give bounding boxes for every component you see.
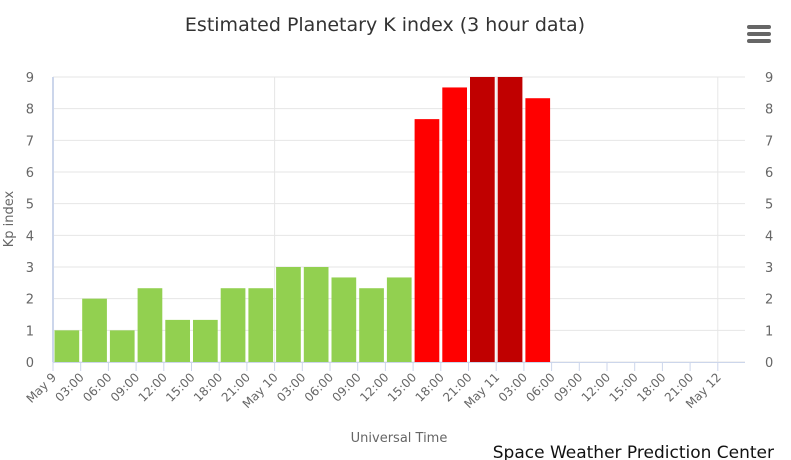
svg-text:03:00: 03:00 <box>496 370 530 404</box>
bars <box>54 77 551 362</box>
menu-line <box>747 32 771 36</box>
svg-text:6: 6 <box>765 166 773 181</box>
kp-bar[interactable] <box>54 330 80 362</box>
svg-text:8: 8 <box>765 103 773 118</box>
hamburger-menu-icon[interactable] <box>747 25 771 45</box>
svg-text:4: 4 <box>765 229 773 244</box>
svg-text:8: 8 <box>26 103 34 118</box>
svg-text:7: 7 <box>765 134 773 149</box>
svg-text:09:00: 09:00 <box>108 370 142 404</box>
kp-bar[interactable] <box>193 319 218 362</box>
menu-line <box>747 25 771 29</box>
svg-text:06:00: 06:00 <box>302 370 336 404</box>
kp-bar[interactable] <box>414 119 440 362</box>
menu-line <box>747 39 771 43</box>
kp-bar[interactable] <box>303 267 329 362</box>
svg-text:06:00: 06:00 <box>80 370 114 404</box>
svg-text:7: 7 <box>26 134 34 149</box>
svg-text:1: 1 <box>765 324 773 339</box>
svg-text:03:00: 03:00 <box>52 370 86 404</box>
svg-text:May 9: May 9 <box>24 370 60 406</box>
svg-text:9: 9 <box>765 71 773 86</box>
kp-bar[interactable] <box>470 77 495 362</box>
kp-bar[interactable] <box>525 98 551 362</box>
svg-text:09:00: 09:00 <box>329 370 363 404</box>
credit-text[interactable]: Space Weather Prediction Center <box>493 443 774 460</box>
kp-bar[interactable] <box>220 288 246 362</box>
x-axis-labels: May 903:0006:0009:0012:0015:0018:0021:00… <box>24 370 724 411</box>
svg-text:15:00: 15:00 <box>606 370 640 404</box>
kp-bar[interactable] <box>109 330 135 362</box>
svg-text:03:00: 03:00 <box>274 370 308 404</box>
svg-text:4: 4 <box>26 229 34 244</box>
svg-text:12:00: 12:00 <box>357 370 391 404</box>
kp-bar[interactable] <box>331 277 357 362</box>
kp-bar[interactable] <box>248 288 274 362</box>
kp-bar[interactable] <box>276 267 301 362</box>
svg-text:0: 0 <box>26 356 34 371</box>
svg-text:15:00: 15:00 <box>385 370 419 404</box>
svg-text:2: 2 <box>765 293 773 308</box>
kp-bar[interactable] <box>165 319 190 362</box>
axes <box>52 77 745 371</box>
x-axis-title: Universal Time <box>351 431 448 446</box>
svg-text:3: 3 <box>765 261 773 276</box>
svg-text:3: 3 <box>26 261 34 276</box>
svg-text:09:00: 09:00 <box>551 370 585 404</box>
kp-bar[interactable] <box>137 288 163 362</box>
svg-text:5: 5 <box>765 198 773 213</box>
kp-bar[interactable] <box>359 288 384 362</box>
svg-text:12:00: 12:00 <box>579 370 613 404</box>
y-axis-title: Kp index <box>2 190 17 247</box>
svg-text:18:00: 18:00 <box>634 370 668 404</box>
svg-text:9: 9 <box>26 71 34 86</box>
svg-text:1: 1 <box>26 324 34 339</box>
kp-bar[interactable] <box>497 77 523 362</box>
svg-text:12:00: 12:00 <box>136 370 170 404</box>
svg-text:18:00: 18:00 <box>191 370 225 404</box>
svg-text:2: 2 <box>26 293 34 308</box>
y-axis-right-labels: 0 1 2 3 4 5 6 7 8 9 <box>765 71 773 371</box>
chart-title: Estimated Planetary K index (3 hour data… <box>185 14 585 36</box>
svg-text:0: 0 <box>765 356 773 371</box>
svg-text:5: 5 <box>26 198 34 213</box>
y-axis-left-labels: 0 1 2 3 4 5 6 7 8 9 <box>26 71 34 371</box>
kp-bar[interactable] <box>386 277 412 362</box>
kp-bar[interactable] <box>82 298 107 362</box>
svg-text:6: 6 <box>26 166 34 181</box>
svg-text:18:00: 18:00 <box>413 370 447 404</box>
svg-text:15:00: 15:00 <box>163 370 197 404</box>
kp-bar[interactable] <box>442 87 467 362</box>
svg-text:06:00: 06:00 <box>523 370 557 404</box>
